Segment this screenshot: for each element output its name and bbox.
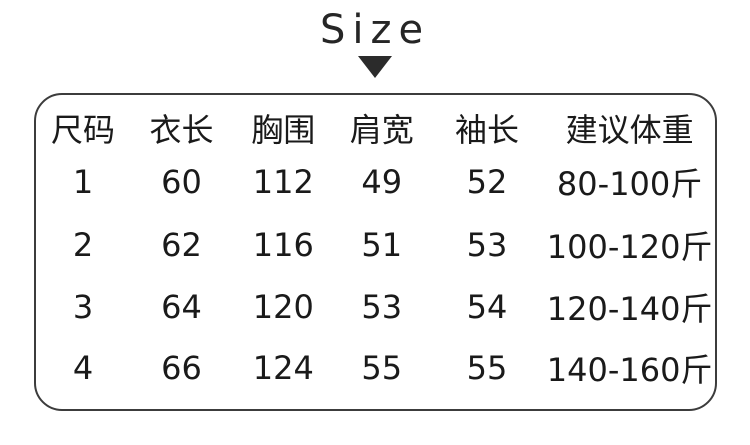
cell-sleeve-length: 53 bbox=[466, 225, 508, 264]
table-row: 3 64 120 53 54 120-140斤 bbox=[36, 276, 715, 338]
size-table: 尺码 衣长 胸围 肩宽 袖长 建议体重 1 60 112 49 52 80-10… bbox=[36, 95, 715, 409]
cell-garment-length: 62 bbox=[161, 225, 202, 264]
cell-size-code: 3 bbox=[72, 287, 94, 326]
cell-chest: 116 bbox=[252, 225, 314, 264]
cell-sleeve-length: 55 bbox=[466, 348, 508, 387]
header-shoulder-width: 肩宽 bbox=[349, 111, 414, 149]
cell-size-code: 2 bbox=[72, 225, 94, 264]
cell-chest: 112 bbox=[252, 163, 314, 202]
cell-garment-length: 60 bbox=[161, 163, 202, 202]
cell-suggested-weight: 140-160斤 bbox=[546, 350, 713, 389]
cell-sleeve-length: 52 bbox=[466, 163, 508, 202]
page-title: Size bbox=[319, 7, 431, 53]
cell-shoulder-width: 51 bbox=[361, 225, 403, 264]
header-size-code: 尺码 bbox=[51, 111, 116, 149]
down-triangle-icon bbox=[358, 56, 392, 78]
cell-shoulder-width: 53 bbox=[361, 287, 403, 326]
cell-size-code: 4 bbox=[72, 348, 94, 387]
cell-chest: 120 bbox=[252, 287, 314, 326]
cell-suggested-weight: 120-140斤 bbox=[546, 289, 713, 328]
cell-garment-length: 64 bbox=[161, 287, 202, 326]
cell-garment-length: 66 bbox=[161, 348, 202, 387]
cell-sleeve-length: 54 bbox=[466, 287, 508, 326]
table-row: 2 62 116 51 53 100-120斤 bbox=[36, 213, 715, 275]
header-sleeve-length: 袖长 bbox=[454, 111, 519, 149]
cell-chest: 124 bbox=[252, 348, 314, 387]
header-garment-length: 衣长 bbox=[149, 111, 214, 149]
table-row: 4 66 124 55 55 140-160斤 bbox=[36, 338, 715, 409]
header-suggested-weight: 建议体重 bbox=[565, 111, 694, 149]
title-arrow-container bbox=[0, 56, 750, 80]
table-row: 1 60 112 49 52 80-100斤 bbox=[36, 151, 715, 213]
cell-shoulder-width: 55 bbox=[361, 348, 403, 387]
cell-shoulder-width: 49 bbox=[361, 163, 403, 202]
cell-size-code: 1 bbox=[72, 163, 94, 202]
header-chest: 胸围 bbox=[251, 111, 316, 149]
cell-suggested-weight: 100-120斤 bbox=[546, 227, 713, 266]
size-chart-panel: 尺码 衣长 胸围 肩宽 袖长 建议体重 1 60 112 49 52 80-10… bbox=[33, 93, 717, 411]
table-header-row: 尺码 衣长 胸围 肩宽 袖长 建议体重 bbox=[36, 95, 715, 151]
cell-suggested-weight: 80-100斤 bbox=[556, 165, 703, 204]
